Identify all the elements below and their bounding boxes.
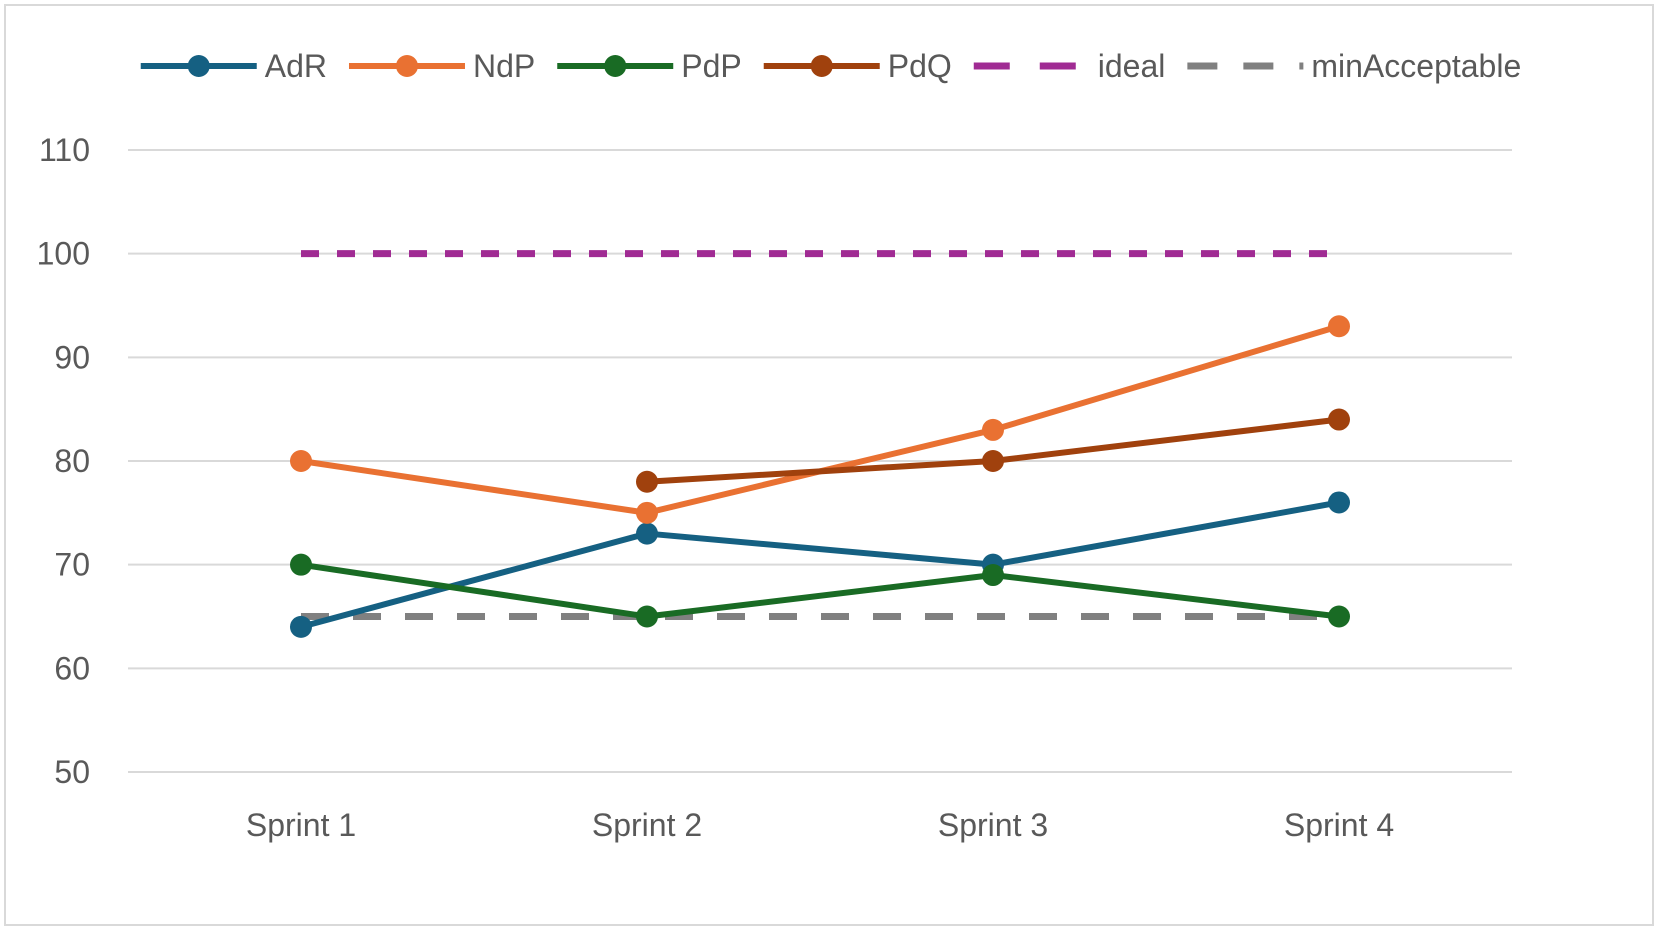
x-tick-label: Sprint 3 [938, 807, 1048, 843]
data-point-adr [290, 615, 312, 638]
legend-label: ideal [1098, 48, 1166, 84]
y-tick-label: 100 [37, 236, 90, 272]
data-point-adr [1328, 491, 1350, 514]
x-tick-label: Sprint 1 [246, 807, 356, 843]
legend-marker-pdp [604, 55, 627, 77]
legend-label: AdR [265, 48, 327, 84]
data-point-ndp [1328, 315, 1350, 338]
series-line-ndp [300, 323, 1340, 516]
x-axis-tick-labels: Sprint 1 Sprint 2 Sprint 3 Sprint 4 [246, 807, 1394, 843]
gridlines [128, 149, 1512, 773]
data-point-pdq [1328, 408, 1350, 431]
legend-item-ideal: ideal [973, 48, 1166, 84]
legend-item-pdq: PdQ [763, 48, 952, 84]
series-lines [290, 250, 1350, 638]
data-point-ndp [290, 450, 312, 472]
chart-frame: 50 60 70 80 90 100 110 Sprint 1 Sprint 2 Sprint … [4, 4, 1654, 926]
x-tick-label: Sprint 2 [592, 807, 702, 843]
data-point-pdp [1328, 605, 1350, 628]
legend-item-pdp: PdP [557, 48, 742, 84]
y-tick-label: 60 [54, 650, 90, 686]
legend: AdR NdP PdP PdQ ideal minAcceptable [140, 48, 1521, 84]
data-point-adr [636, 522, 658, 545]
legend-marker-adr [187, 55, 210, 77]
legend-label: NdP [473, 48, 535, 84]
legend-label: minAcceptable [1311, 48, 1521, 84]
data-point-ndp [982, 418, 1004, 441]
legend-marker-pdq [810, 55, 833, 77]
x-tick-label: Sprint 4 [1284, 807, 1394, 843]
series-ndp [290, 315, 1350, 524]
data-point-pdq [982, 450, 1004, 472]
y-tick-label: 70 [54, 547, 90, 583]
y-tick-label: 90 [54, 339, 90, 375]
legend-item-minacceptable: minAcceptable [1187, 48, 1521, 84]
legend-item-adr: AdR [140, 48, 327, 84]
series-pdp [290, 553, 1350, 628]
legend-label: PdQ [888, 48, 952, 84]
y-axis-tick-labels: 50 60 70 80 90 100 110 [37, 132, 90, 790]
y-tick-label: 110 [39, 132, 90, 168]
legend-marker-ndp [395, 55, 418, 77]
series-line-pdp [300, 561, 1340, 620]
data-point-pdp [636, 605, 658, 628]
data-point-ndp [636, 501, 658, 524]
legend-label: PdP [681, 48, 741, 84]
y-tick-label: 80 [54, 443, 90, 479]
series-pdq [636, 408, 1350, 493]
y-tick-label: 50 [54, 754, 90, 790]
data-point-pdp [290, 553, 312, 576]
legend-item-ndp: NdP [348, 48, 535, 84]
series-line-adr [300, 499, 1340, 630]
data-point-pdp [982, 564, 1004, 587]
data-point-pdq [636, 470, 658, 493]
